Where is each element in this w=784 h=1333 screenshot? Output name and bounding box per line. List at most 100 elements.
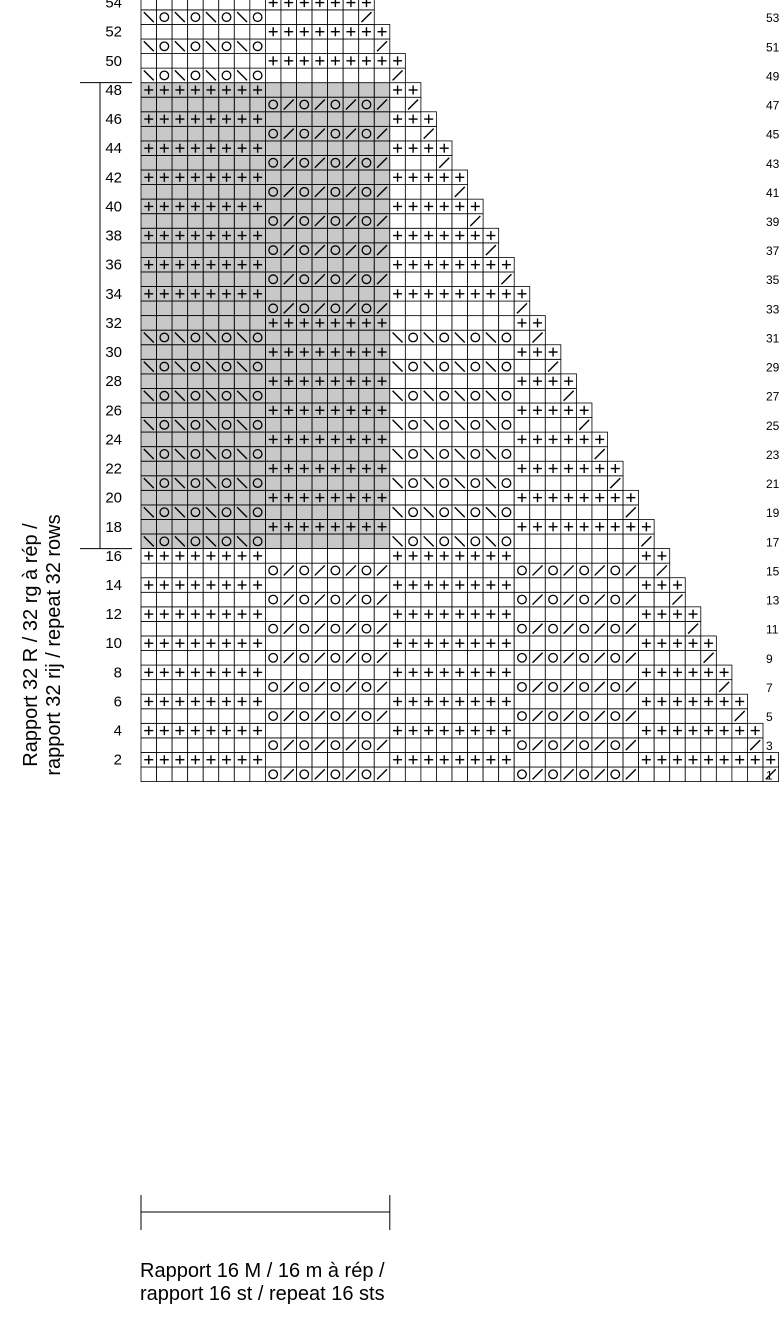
chart-cell [156,38,173,54]
chart-cell [218,708,235,724]
chart-cell [342,621,360,637]
chart-cell [513,621,531,637]
chart-cell [576,489,593,506]
chart-cell [404,256,422,273]
chart-cell [156,679,173,695]
chart-cell [358,38,375,54]
chart-cell [653,737,671,753]
k2tog-symbol [532,710,544,722]
ssk-symbol [236,390,248,402]
chart-cell [482,271,500,287]
chart-cell [342,0,360,11]
k2tog-symbol [376,215,388,227]
chart-cell [389,693,406,710]
ssk-symbol [174,331,186,343]
chart-cell [233,562,251,579]
yarn-over-symbol [610,740,621,751]
chart-cell [404,650,422,666]
chart-cell [436,256,453,273]
chart-cell [467,431,484,448]
chart-cell [560,679,577,695]
ssk-symbol [392,477,404,489]
chart-cell [311,679,328,695]
chart-cell [669,635,686,651]
chart-cell [622,519,639,535]
chart-cell [560,664,577,681]
chart-cell [389,67,406,84]
k2tog-symbol [376,739,388,751]
chart-cell [560,446,577,462]
chart-cell [451,373,468,389]
chart-cell [404,155,422,171]
chart-cell [638,708,655,724]
yarn-over-symbol [221,41,232,52]
yarn-over-symbol [299,128,310,139]
yarn-over-symbol [548,769,559,780]
k2tog-symbol [625,506,637,518]
chart-cell [653,679,671,695]
chart-cell [498,402,515,418]
chart-cell [202,752,220,768]
chart-cell [420,722,437,739]
chart-cell [544,752,562,768]
k2tog-symbol [532,594,544,606]
chart-cell [202,24,220,40]
chart-cell [420,300,437,317]
chart-cell [280,548,297,564]
yarn-over-symbol [439,507,450,518]
k2tog-symbol [314,128,326,140]
chart-cell [404,737,422,753]
chart-cell [358,562,375,579]
chart-cell [591,650,608,666]
chart-cell [700,679,717,695]
chart-cell [436,300,453,317]
chart-cell [529,664,546,681]
ssk-symbol [143,535,155,547]
ssk-symbol [174,448,186,460]
chart-cell [389,300,406,317]
yarn-over-symbol [299,303,310,314]
chart-cell [622,548,639,564]
chart-cell [436,708,453,724]
chart-cell [389,650,406,666]
chart-cell [560,460,577,477]
chart-cell [311,548,328,564]
ssk-symbol [205,40,217,52]
k2tog-symbol [314,99,326,111]
chart-cell [436,169,453,185]
chart-cell [467,300,484,317]
chart-cell [140,562,157,579]
ssk-symbol [423,331,435,343]
chart-cell [420,169,437,185]
row-repeat-caption: Rapport 32 R / 32 rg à rép / rapport 32 … [20,514,66,775]
yarn-over-symbol [299,623,310,634]
chart-cell [622,752,639,768]
chart-cell [404,82,422,98]
chart-cell [451,737,468,753]
ssk-symbol [205,477,217,489]
chart-cell [171,621,189,637]
ssk-symbol [143,40,155,52]
chart-cell [249,591,266,608]
chart-cell [420,475,437,491]
chart-cell [404,227,422,244]
chart-cell [560,766,577,782]
ssk-symbol [205,331,217,343]
chart-cell [513,286,531,302]
chart-cell [156,591,173,608]
chart-cell [638,664,655,681]
chart-cell [327,708,344,724]
chart-cell [389,679,406,695]
chart-cell [264,737,282,753]
chart-cell [249,693,266,710]
chart-cell [171,548,189,564]
chart-cell [451,679,468,695]
yarn-over-symbol [501,361,512,372]
chart-cell [218,577,235,593]
k2tog-symbol [283,768,295,780]
yarn-over-symbol [299,681,310,692]
k2tog-symbol [532,564,544,576]
chart-cell [404,708,422,724]
k2tog-symbol [283,594,295,606]
chart-cell [684,621,702,637]
